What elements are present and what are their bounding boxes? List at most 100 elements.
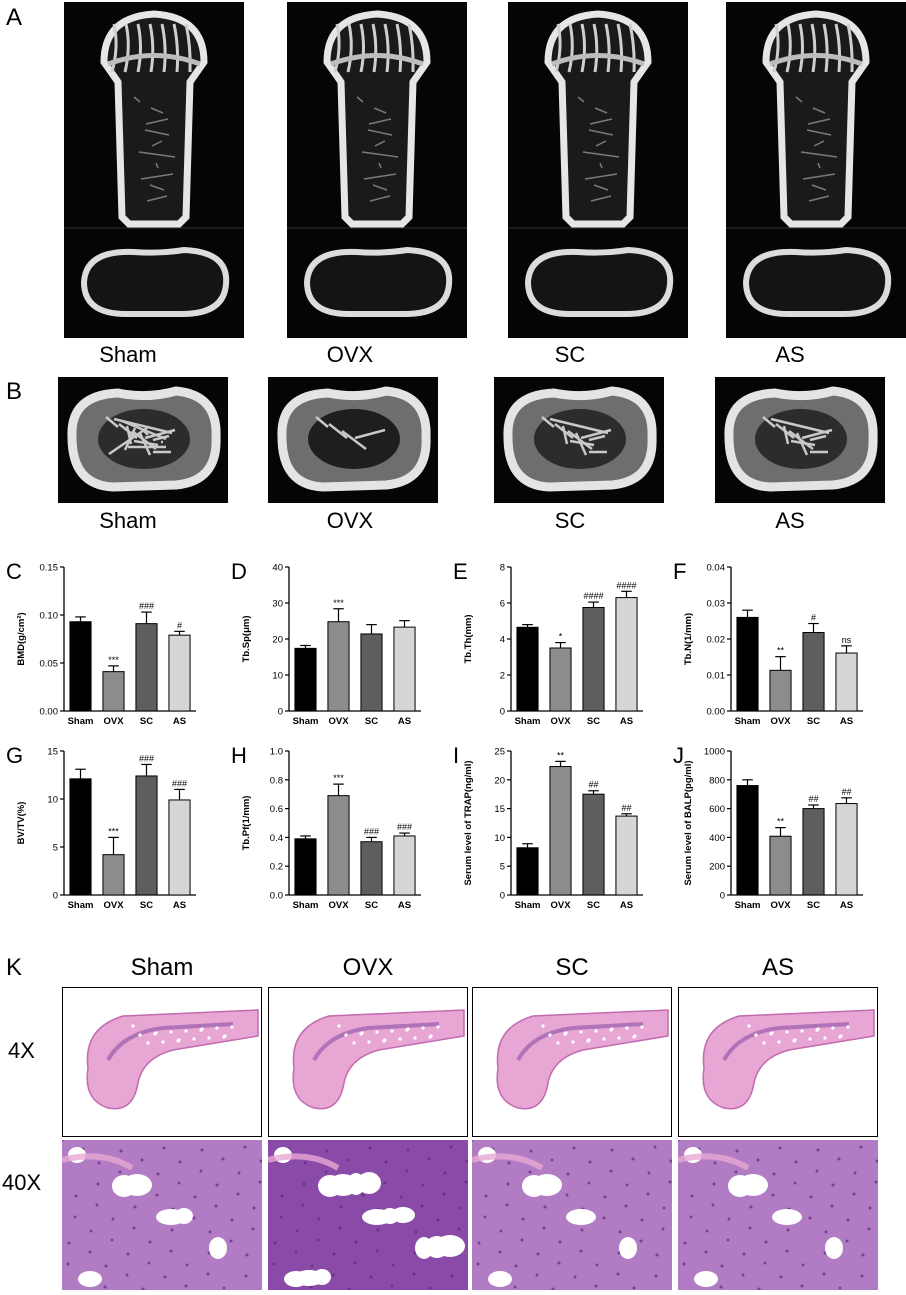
significance-label-ovx: **: [557, 750, 565, 760]
ct-scan-sham: [64, 2, 244, 338]
panel-label-i: I: [453, 743, 459, 768]
significance-label-ovx: ***: [333, 598, 344, 608]
x-tick-label-as: AS: [173, 716, 186, 727]
y-tick-label: 10: [47, 795, 58, 806]
significance-label-ovx: **: [777, 817, 785, 827]
y-tick-label: 0.05: [40, 659, 59, 670]
x-tick-label-ovx: OVX: [770, 716, 791, 727]
histology-group-label-sham: Sham: [130, 954, 194, 981]
histology-group-label-ovx: OVX: [342, 954, 394, 981]
y-tick-label: 15: [494, 804, 505, 815]
x-tick-label-sc: SC: [807, 900, 820, 911]
significance-label-ovx: ***: [108, 655, 119, 665]
group-label-a-ovx: OVX: [326, 342, 374, 367]
chart-svg-f: F Tb.N(1/mm) 0.00 0.01 0.02 0.03 0.04 Sham ** OVX…: [673, 559, 863, 727]
micro-ct-3d-sc: [494, 377, 664, 503]
x-tick-label-sham: Sham: [293, 900, 319, 911]
bar-ovx: [102, 854, 125, 896]
chart-e: E Tb.Th(mm) 0 2 4 6 8 Sham * OVX #### SC #### AS: [447, 553, 677, 737]
significance-label-sc: ###: [139, 601, 154, 611]
significance-label-as: ##: [621, 803, 631, 813]
bar-sc: [360, 841, 383, 896]
x-tick-label-ovx: OVX: [103, 716, 124, 727]
chart-svg-d: D Tb.Sp(μm) 0 10 20 30 40 Sham *** OVX SC AS: [231, 559, 421, 727]
ct-bone-drawing: [64, 10, 244, 317]
y-axis-label: BMD(g/cm²): [16, 612, 27, 665]
y-tick-label: 0: [500, 707, 505, 718]
significance-label-sc: #: [811, 613, 816, 623]
bar-sham: [516, 626, 539, 712]
bar-as: [615, 815, 638, 896]
chart-svg-h: H Tb.Pf(1/mm) 0.0 0.2 0.4 0.6 0.8 1.0 Sham *** OVX…: [231, 743, 421, 911]
x-tick-label-sham: Sham: [68, 900, 94, 911]
cross-section-drawing: [724, 386, 878, 492]
ct-scan-ovx: [287, 2, 467, 338]
y-tick-label: 0.00: [40, 707, 59, 718]
x-tick-label-sc: SC: [140, 900, 153, 911]
histology-40x-as: [678, 1140, 878, 1290]
y-tick-label: 0: [720, 891, 725, 902]
significance-label-ovx: *: [559, 632, 563, 642]
bar-ovx: [549, 766, 572, 896]
y-tick-label: 0.6: [270, 804, 283, 815]
significance-label-sc: ###: [364, 826, 379, 836]
bar-ovx: [549, 647, 572, 712]
bar-sc: [802, 808, 825, 896]
y-tick-label: 0: [53, 891, 58, 902]
x-tick-label-ovx: OVX: [328, 900, 349, 911]
bar-as: [168, 799, 191, 896]
cross-section-drawing: [503, 386, 657, 492]
histology-4x-as: [678, 987, 878, 1137]
ct-bone-drawing: [726, 10, 906, 317]
x-tick-label-sc: SC: [587, 900, 600, 911]
significance-label-sc: ###: [139, 753, 154, 763]
bar-ovx: [769, 835, 792, 896]
group-label-a-sc: SC: [554, 342, 586, 367]
panel-label-c: C: [6, 559, 22, 584]
group-label-a-sham: Sham: [99, 342, 157, 367]
bar-sc: [135, 623, 158, 712]
histology-40x-sc: [472, 1140, 672, 1290]
y-tick-label: 0: [500, 891, 505, 902]
bar-sham: [294, 647, 317, 712]
group-label-a-as: AS: [775, 342, 805, 367]
y-tick-label: 20: [272, 635, 283, 646]
y-axis-label: Tb.N(1/mm): [683, 613, 694, 665]
x-tick-label-sc: SC: [807, 716, 820, 727]
bar-sham: [516, 847, 539, 896]
bar-as: [835, 652, 858, 712]
y-tick-label: 20: [494, 775, 505, 786]
chart-j: J Serum level of BALP(pg/ml) 0 200 400 600 800…: [667, 737, 897, 921]
cross-section-drawing: [67, 386, 221, 492]
x-tick-label-ovx: OVX: [550, 900, 571, 911]
x-tick-label-sc: SC: [140, 716, 153, 727]
y-axis-label: BV/TV(%): [16, 802, 27, 845]
bar-sc: [360, 633, 383, 712]
significance-label-as: ##: [841, 787, 851, 797]
marrow-drawing: [472, 1140, 672, 1290]
bar-as: [393, 626, 416, 712]
y-tick-label: 400: [709, 833, 725, 844]
significance-label-as: ###: [172, 778, 187, 788]
bar-sc: [135, 775, 158, 896]
y-tick-label: 5: [53, 843, 58, 854]
group-label-b-as: AS: [775, 508, 805, 533]
micro-ct-3d-as: [715, 377, 885, 503]
histology-group-label-as: AS: [761, 954, 794, 981]
y-tick-label: 800: [709, 775, 725, 786]
significance-label-as: ###: [397, 822, 412, 832]
bar-sham: [69, 621, 92, 712]
y-tick-label: 8: [500, 563, 505, 574]
y-axis-label: Tb.Th(mm): [463, 614, 474, 663]
bar-sham: [736, 616, 759, 712]
y-axis-label: Serum level of BALP(pg/ml): [683, 760, 694, 885]
x-tick-label-as: AS: [620, 716, 633, 727]
ct-bone-drawing: [508, 10, 688, 317]
chart-i: I Serum level of TRAP(ng/ml) 0 5 10 15 20 25 Sha…: [447, 737, 677, 921]
y-tick-label: 0.03: [707, 599, 726, 610]
bar-sc: [802, 632, 825, 712]
x-tick-label-as: AS: [620, 900, 633, 911]
x-tick-label-as: AS: [173, 900, 186, 911]
y-tick-label: 0.0: [270, 891, 283, 902]
bar-sham: [294, 838, 317, 896]
